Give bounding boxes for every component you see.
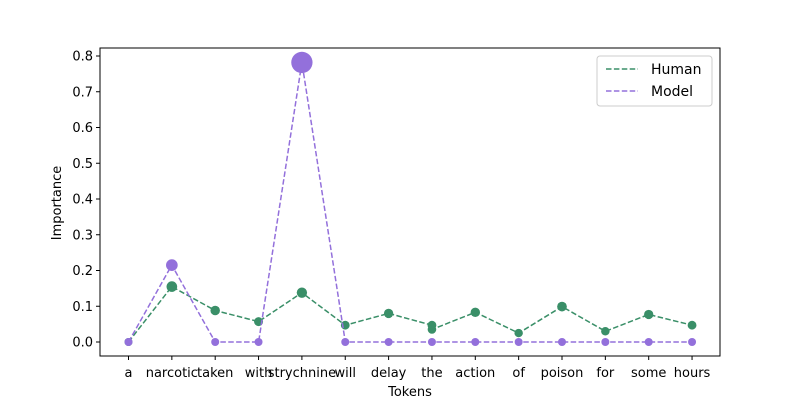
legend-label-model: Model xyxy=(651,84,693,100)
y-tick-label: 0.4 xyxy=(72,193,93,208)
series-layer xyxy=(124,51,697,346)
x-tick-label: poison xyxy=(541,366,584,381)
y-tick-label: 0.1 xyxy=(72,300,93,315)
y-tick-label: 0.3 xyxy=(72,228,93,243)
series-point-human xyxy=(166,281,178,292)
plot-frame xyxy=(99,47,721,357)
y-tick-label: 0.6 xyxy=(72,121,93,136)
y-tick-label: 0.8 xyxy=(72,50,93,65)
series-point-model xyxy=(427,338,436,346)
series-point-human xyxy=(470,307,481,318)
x-tick-label: for xyxy=(596,366,615,381)
y-tick-label: 0.2 xyxy=(72,264,93,279)
x-tick-label: action xyxy=(455,366,495,381)
y-axis: 0.0 0.1 0.2 0.3 0.4 0.5 0.6 0.7 0.8 xyxy=(72,50,100,351)
series-point-model xyxy=(644,338,653,346)
series-point-human xyxy=(296,287,308,298)
series-point-model xyxy=(166,259,178,271)
x-tick-label: strychnine xyxy=(268,366,336,381)
x-axis-label: Tokens xyxy=(387,385,432,400)
y-tick-label: 0.7 xyxy=(72,85,93,100)
x-tick-label: narcotic xyxy=(146,366,198,381)
legend-label-human: Human xyxy=(651,62,702,78)
series-point-model xyxy=(291,51,313,74)
series-point-model xyxy=(601,338,610,346)
x-tick-label: delay xyxy=(371,366,407,381)
series-line-model xyxy=(127,62,693,343)
y-tick-label: 0.0 xyxy=(72,336,93,351)
series-point-model xyxy=(471,338,480,346)
x-tick-label: taken xyxy=(197,366,233,381)
x-tick-label: the xyxy=(421,366,442,381)
x-tick-label: some xyxy=(631,366,666,381)
series-point-human xyxy=(687,320,697,330)
legend: Human Model xyxy=(596,55,713,107)
series-point-model xyxy=(514,338,523,346)
series-point-model xyxy=(124,338,133,346)
y-axis-label: Importance xyxy=(50,166,65,241)
series-point-model xyxy=(558,338,566,346)
series-point-human xyxy=(601,327,610,336)
series-point-human xyxy=(427,325,437,334)
x-tick-label: hours xyxy=(674,366,711,381)
series-point-model xyxy=(254,338,263,346)
series-point-human xyxy=(557,301,567,312)
series-point-model xyxy=(688,338,697,346)
x-tick-label: with xyxy=(245,366,273,381)
series-point-human xyxy=(210,305,220,316)
series-point-model xyxy=(211,338,220,346)
series-point-human xyxy=(514,328,523,338)
series-point-human xyxy=(383,308,394,319)
series-point-model xyxy=(341,338,350,346)
series-point-human xyxy=(644,309,654,320)
series-point-model xyxy=(384,338,393,346)
x-tick-label: a xyxy=(125,366,133,381)
x-tick-label: of xyxy=(512,366,525,381)
y-tick-label: 0.5 xyxy=(72,157,93,172)
x-tick-label: will xyxy=(335,366,356,381)
